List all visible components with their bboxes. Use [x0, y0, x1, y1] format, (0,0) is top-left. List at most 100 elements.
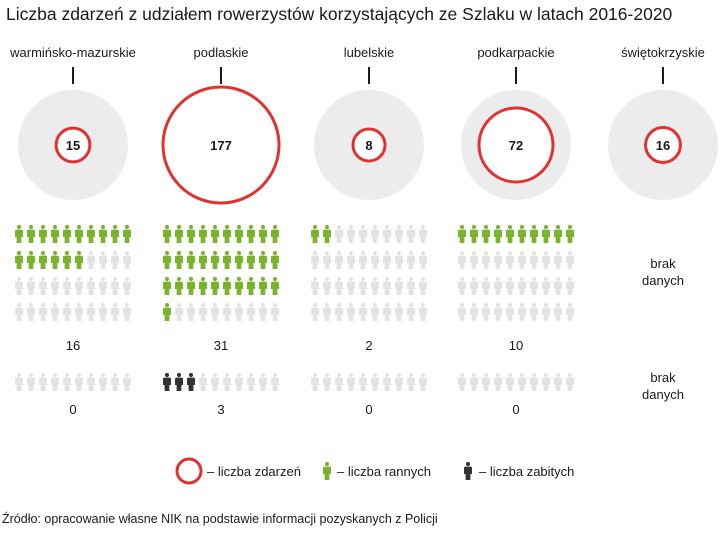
injured-person-icon: [211, 224, 219, 243]
injured-person-icon: [51, 224, 59, 243]
injured-person-icon: [554, 224, 562, 243]
empty-person-icon: [407, 250, 415, 269]
injured-person-icon: [27, 224, 35, 243]
empty-person-icon: [482, 250, 490, 269]
empty-person-icon: [99, 276, 107, 295]
empty-person-icon: [371, 372, 379, 391]
empty-person-icon: [542, 302, 550, 321]
killed-count-label: 0: [69, 402, 76, 417]
empty-person-icon: [39, 302, 47, 321]
empty-person-icon: [395, 250, 403, 269]
empty-person-icon: [470, 250, 478, 269]
empty-person-icon: [530, 276, 538, 295]
empty-person-icon: [530, 372, 538, 391]
injured-person-icon: [39, 224, 47, 243]
legend: – liczba zdarzeń – liczba rannych – liczba…: [175, 457, 574, 485]
empty-person-icon: [518, 276, 526, 295]
empty-person-icon: [311, 302, 319, 321]
empty-person-icon: [75, 372, 83, 391]
empty-person-icon: [494, 250, 502, 269]
event-count-circle: [161, 85, 281, 205]
empty-person-icon: [311, 372, 319, 391]
injured-person-icon: [75, 250, 83, 269]
empty-person-icon: [482, 276, 490, 295]
injured-person-icon: [518, 224, 526, 243]
empty-person-icon: [383, 250, 391, 269]
empty-person-icon: [470, 372, 478, 391]
killed-count-label: 3: [217, 402, 224, 417]
empty-person-icon: [51, 276, 59, 295]
empty-person-icon: [347, 250, 355, 269]
injured-person-icon: [235, 224, 243, 243]
empty-person-icon: [323, 250, 331, 269]
empty-person-icon: [223, 302, 231, 321]
event-count-circle: [477, 106, 555, 184]
event-count-circle: [351, 127, 387, 163]
killed-person-icon: [175, 372, 183, 391]
empty-person-icon: [470, 276, 478, 295]
empty-person-icon: [482, 302, 490, 321]
empty-person-icon: [458, 276, 466, 295]
empty-person-icon: [15, 302, 23, 321]
injured-person-icon: [323, 224, 331, 243]
injured-person-icon: [187, 276, 195, 295]
injured-person-icon: [566, 224, 574, 243]
injured-person-icon: [530, 224, 538, 243]
injured-person-icon: [111, 224, 119, 243]
empty-person-icon: [99, 302, 107, 321]
injured-person-icon: [199, 276, 207, 295]
empty-person-icon: [530, 302, 538, 321]
empty-person-icon: [407, 302, 415, 321]
empty-person-icon: [175, 302, 183, 321]
injured-person-icon: [63, 224, 71, 243]
injured-person-icon: [163, 302, 171, 321]
empty-person-icon: [123, 302, 131, 321]
event-count-label: 15: [66, 138, 80, 153]
injured-person-icon: [123, 224, 131, 243]
empty-person-icon: [39, 276, 47, 295]
empty-person-icon: [211, 302, 219, 321]
empty-person-icon: [518, 302, 526, 321]
empty-person-icon: [359, 224, 367, 243]
region-label: podlaskie: [194, 45, 249, 60]
injured-person-icon: [15, 250, 23, 269]
empty-person-icon: [51, 372, 59, 391]
empty-person-icon: [554, 372, 562, 391]
injured-person-icon: [27, 250, 35, 269]
empty-person-icon: [247, 302, 255, 321]
empty-person-icon: [75, 302, 83, 321]
injured-person-icon: [259, 276, 267, 295]
empty-person-icon: [458, 302, 466, 321]
empty-person-icon: [518, 372, 526, 391]
empty-person-icon: [542, 276, 550, 295]
injured-person-icon: [223, 276, 231, 295]
empty-person-icon: [335, 372, 343, 391]
injured-person-icon: [87, 224, 95, 243]
region-label: lubelskie: [344, 45, 395, 60]
injured-person-icon: [199, 224, 207, 243]
no-data-label: brak: [650, 370, 676, 385]
empty-person-icon: [99, 372, 107, 391]
injured-person-icon: [271, 224, 279, 243]
empty-person-icon: [494, 276, 502, 295]
empty-person-icon: [566, 250, 574, 269]
injured-person-icon: [311, 224, 319, 243]
injured-person-icon: [247, 224, 255, 243]
empty-person-icon: [259, 372, 267, 391]
empty-person-icon: [27, 302, 35, 321]
empty-person-icon: [566, 276, 574, 295]
injured-person-icon: [163, 276, 171, 295]
killed-person-icon: [163, 372, 171, 391]
empty-person-icon: [407, 372, 415, 391]
empty-person-icon: [75, 276, 83, 295]
empty-person-icon: [63, 302, 71, 321]
empty-person-icon: [359, 302, 367, 321]
empty-person-icon: [223, 372, 231, 391]
empty-person-icon: [335, 302, 343, 321]
empty-person-icon: [359, 250, 367, 269]
injured-count-label: 16: [66, 338, 80, 353]
empty-person-icon: [419, 250, 427, 269]
injured-person-icon: [99, 224, 107, 243]
injured-person-icon: [259, 250, 267, 269]
